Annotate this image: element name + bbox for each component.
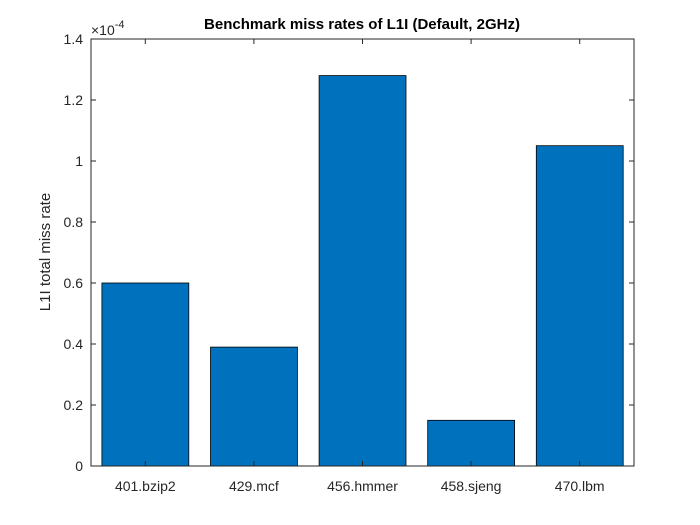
x-ticks-group: 401.bzip2 429.mcf 456.hmmer 458.sjeng 470.lb… [115,39,605,494]
y-ticks-group: 0 0.2 0.4 0.6 0.8 1 1.2 1.4 [64,31,634,474]
axes-box [90,38,635,467]
chart-title: Benchmark miss rates of L1I (Default, 2G… [204,16,520,33]
y-tick-label: 0.4 [64,336,84,352]
y-tick-label: 1.4 [64,31,84,47]
bar-429.mcf [210,346,298,467]
y-exponent-label: ×10-4 [91,19,125,38]
y-tick-label: 1 [75,153,83,169]
y-tick-label: 0.6 [64,275,84,291]
x-tick-label: 458.sjeng [441,478,502,494]
y-tick-label: 1.2 [64,92,84,108]
bar-470.lbm [535,145,624,467]
y-tick-label: 0.8 [64,214,84,230]
x-tick-label: 429.mcf [229,478,279,494]
bar-456.hmmer [318,75,407,467]
bars-group [101,75,624,467]
x-tick-label: 470.lbm [555,478,605,494]
y-axis-label: L1I total miss rate [37,193,54,311]
x-tick-label: 456.hmmer [327,478,398,494]
bar-401.bzip2 [101,282,190,467]
bar-458.sjeng [427,419,516,467]
y-exponent-power: -4 [115,19,125,31]
y-tick-label: 0.2 [64,397,84,413]
x-tick-label: 401.bzip2 [115,478,176,494]
y-tick-label: 0 [75,458,83,474]
